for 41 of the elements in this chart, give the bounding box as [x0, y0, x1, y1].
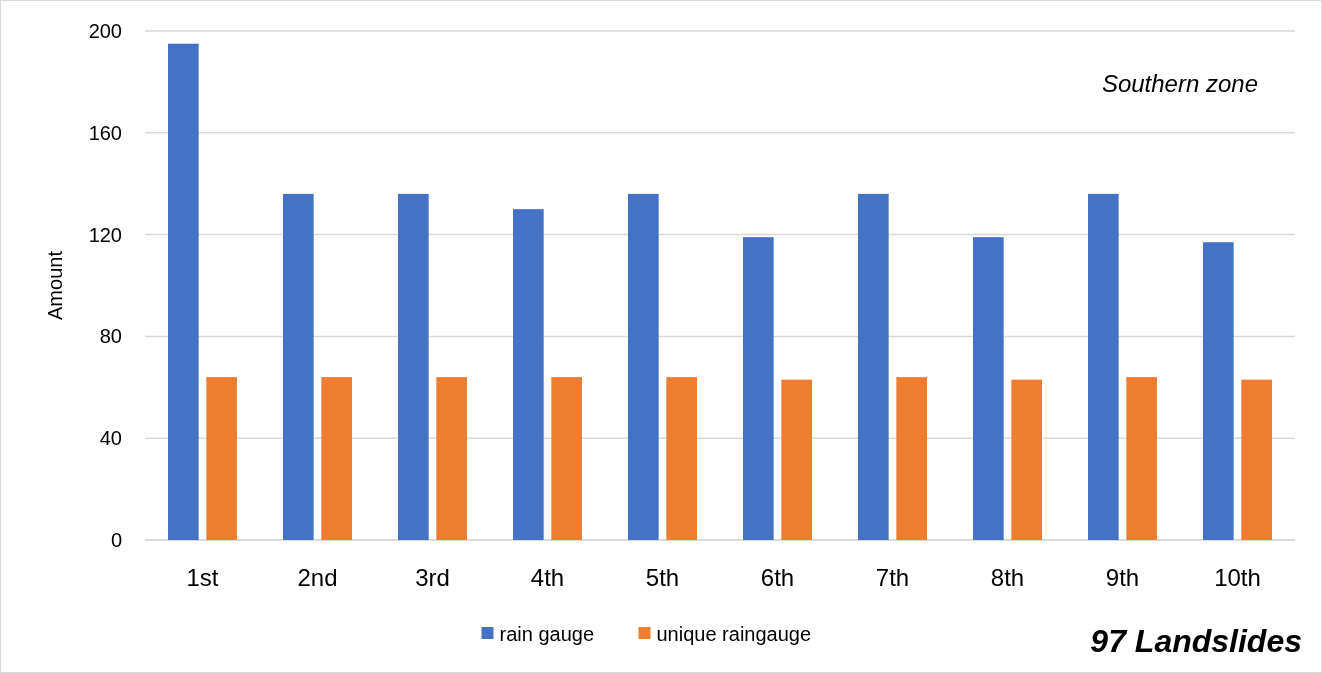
x-tick-label: 4th [530, 564, 565, 591]
x-tick-label: 6th [760, 564, 795, 591]
legend-label: rain gauge [499, 623, 595, 645]
bar [283, 193, 314, 540]
y-tick-label: 40 [99, 427, 122, 450]
bar [551, 377, 582, 540]
x-tick-label: 7th [875, 564, 910, 591]
x-tick-label: 10th [1214, 564, 1261, 591]
y-tick-label: 120 [88, 223, 122, 246]
x-tick-label: 8th [990, 564, 1025, 591]
x-tick-label: 9th [1105, 564, 1140, 591]
annotation: Southern zone [1101, 70, 1258, 97]
x-tick-label: 2nd [297, 564, 338, 591]
text: 97 Landslides [1090, 623, 1302, 659]
x-tick-label: 1st [186, 564, 219, 591]
bar [1241, 379, 1272, 540]
bar [436, 377, 467, 540]
bar [973, 237, 1004, 540]
x-tick-label: 3rd [415, 564, 450, 591]
y-tick-label: 80 [99, 325, 122, 348]
bar [206, 377, 237, 540]
bar [513, 209, 544, 540]
bar [743, 237, 774, 540]
legend-label: unique raingauge [656, 623, 812, 645]
bar [781, 379, 812, 540]
bar [1011, 379, 1042, 540]
bar [1126, 377, 1157, 540]
bar [858, 193, 889, 540]
bar [1203, 242, 1234, 540]
y-tick-label: 160 [88, 121, 122, 144]
bar [666, 377, 697, 540]
y-axis-title: Amount [44, 250, 66, 320]
y-tick-label: 0 [110, 529, 122, 551]
x-tick-label: 5th [645, 564, 680, 591]
bar [398, 193, 429, 540]
bar [896, 377, 927, 540]
bar [628, 193, 659, 540]
bar [1088, 193, 1119, 540]
y-tick-label: 200 [88, 20, 122, 42]
bar [321, 377, 352, 540]
bar [168, 43, 199, 540]
